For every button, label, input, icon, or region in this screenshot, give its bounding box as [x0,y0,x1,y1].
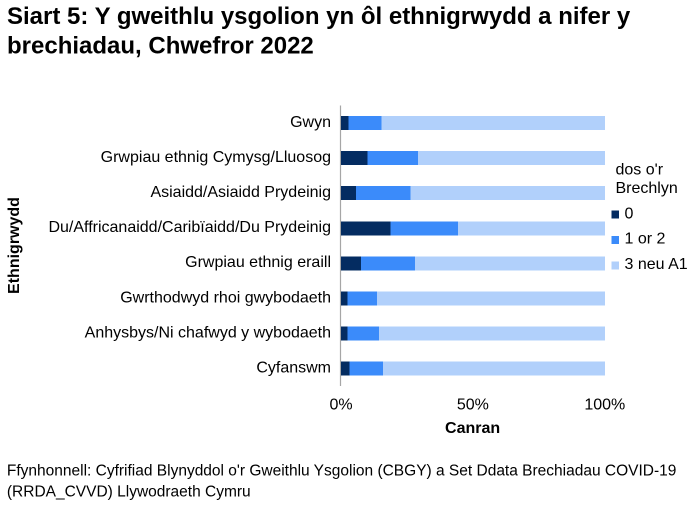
svg-text:Ffynhonnell: Cyfrifiad Blynydd: Ffynhonnell: Cyfrifiad Blynyddol o'r Gwe… [7,463,677,480]
svg-text:Cyfanswm: Cyfanswm [256,360,331,377]
svg-text:Ethnigrwydd: Ethnigrwydd [6,197,23,294]
svg-text:Asiaidd/Asiaidd Prydeinig: Asiaidd/Asiaidd Prydeinig [150,184,331,201]
svg-text:0: 0 [625,205,634,222]
svg-text:Canran: Canran [445,420,500,437]
svg-text:Brechlyn: Brechlyn [616,180,678,197]
svg-text:Anhysbys/Ni chafwyd y wybodaet: Anhysbys/Ni chafwyd y wybodaeth [85,324,331,341]
svg-text:100%: 100% [584,397,625,414]
svg-text:Gwrthodwyd rhoi gwybodaeth: Gwrthodwyd rhoi gwybodaeth [120,289,331,306]
svg-text:Siart 5: Y gweithlu ysgolion y: Siart 5: Y gweithlu ysgolion yn ôl ethni… [7,3,631,30]
svg-text:Gwyn: Gwyn [290,114,331,131]
svg-text:3 neu A1: 3 neu A1 [625,256,688,273]
svg-text:50%: 50% [457,397,489,414]
svg-text:1 or 2: 1 or 2 [625,231,666,248]
svg-text:brechiadau, Chwefror 2022: brechiadau, Chwefror 2022 [7,32,314,59]
svg-text:Du/Affricanaidd/Caribïaidd/Du: Du/Affricanaidd/Caribïaidd/Du Prydeinig [48,219,331,236]
svg-text:dos o'r: dos o'r [616,162,664,179]
svg-text:Grwpiau ethnig Cymysg/Lluosog: Grwpiau ethnig Cymysg/Lluosog [101,149,331,166]
svg-text:Grwpiau ethnig eraill: Grwpiau ethnig eraill [185,254,331,271]
svg-text:(RRDA_CVVD) Llywodraeth Cymru: (RRDA_CVVD) Llywodraeth Cymru [7,484,251,501]
svg-text:0%: 0% [329,397,352,414]
